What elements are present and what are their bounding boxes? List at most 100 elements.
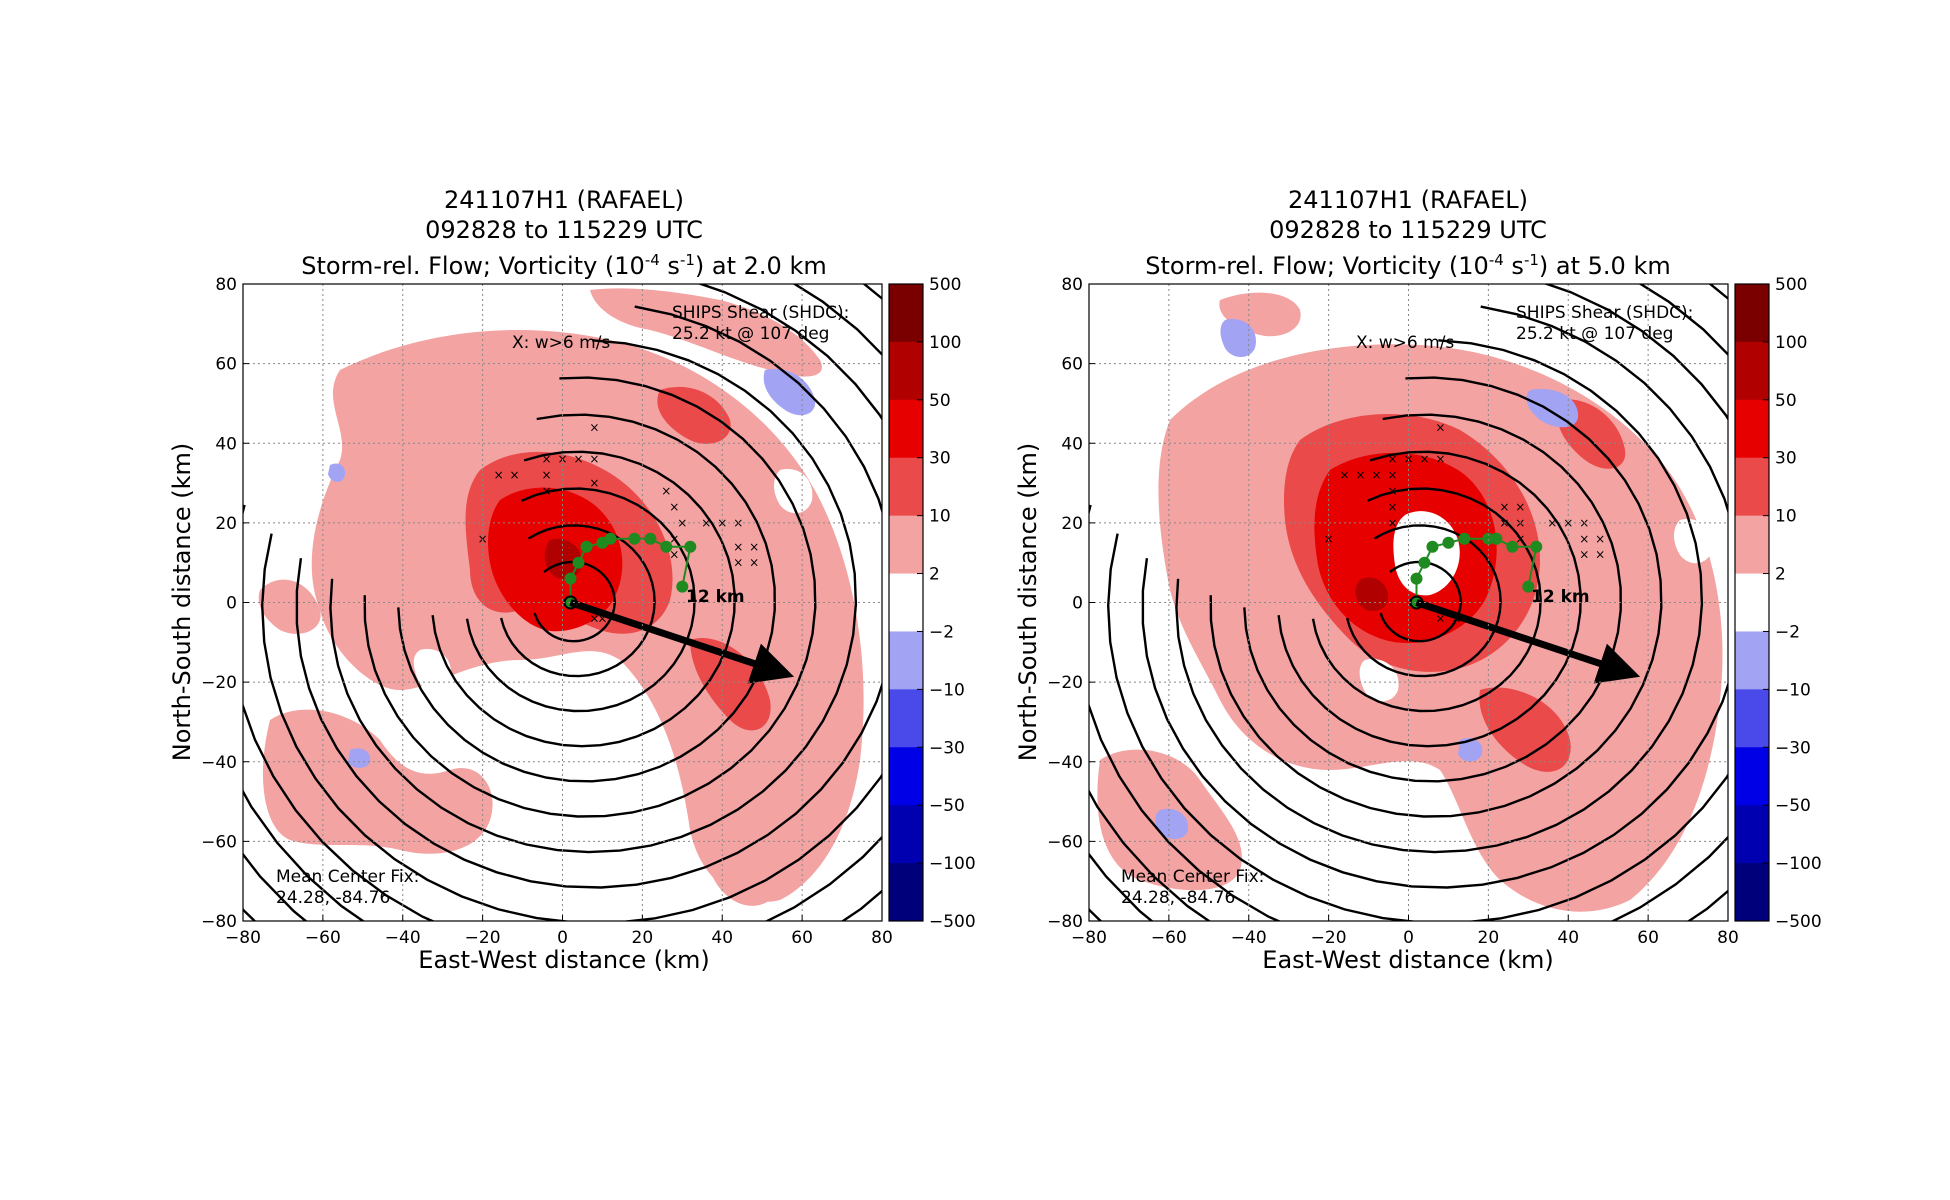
updraft-marker: × (1387, 452, 1397, 466)
track-point (628, 532, 641, 545)
track-point (1426, 540, 1439, 553)
colorbar-swatch (1735, 399, 1769, 459)
updraft-marker: × (1435, 611, 1445, 625)
streamline (329, 339, 858, 854)
track-point (1522, 580, 1535, 593)
colorbar-swatch (889, 863, 923, 922)
x-tick-label: 0 (557, 928, 568, 948)
x-axis-label-5km: East-West distance (km) (1262, 946, 1553, 974)
x-tick-label: 0 (1403, 928, 1414, 948)
updraft-marker: × (1515, 500, 1525, 514)
y-tick-label: 60 (215, 355, 237, 375)
updraft-marker: × (1372, 468, 1382, 482)
y-ticks-5km: −80 −60 −40 −20 0 20 40 60 80 (1047, 275, 1095, 932)
streamline (1175, 339, 1704, 854)
streamlines-5km (1089, 284, 1728, 921)
panel-title-time: 092828 to 115229 UTC (1269, 216, 1547, 244)
streamline (1089, 284, 1728, 921)
panel-title-field: Storm-rel. Flow; Vorticity (10-4 s-1) at… (1145, 251, 1670, 280)
updraft-marker: × (541, 452, 551, 466)
updraft-marker: × (494, 468, 504, 482)
track-point (1530, 540, 1543, 553)
colorbar-swatch (889, 689, 923, 748)
panel-2km: 241107H1 (RAFAEL) 092828 to 115229 UTC S… (168, 186, 976, 974)
km-label-5km: 12 km (1531, 587, 1590, 607)
x-tick-label: −80 (225, 928, 261, 948)
colorbar-swatch (1735, 284, 1769, 343)
y-tick-label: 40 (215, 434, 237, 454)
y-tick-label: 80 (1061, 275, 1083, 295)
x-ticks-5km: −80 −60 −40 −20 0 20 40 60 80 (1071, 915, 1739, 948)
y-tick-label: −20 (1047, 673, 1083, 693)
colorbar-swatch (889, 573, 923, 632)
colorbar-swatch (889, 805, 923, 864)
x-axis-label-2km: East-West distance (km) (418, 946, 709, 974)
y-tick-label: 40 (1061, 434, 1083, 454)
streamline (363, 376, 817, 818)
updraft-marker: × (677, 516, 687, 530)
colorbar-tick-label: −10 (929, 680, 965, 700)
updraft-marker: × (1340, 468, 1350, 482)
colorbar-tick-label: 2 (929, 565, 940, 585)
updraft-marker: × (1324, 532, 1334, 546)
updraft-note-5km: X: w>6 m/s (1356, 333, 1454, 353)
track-point (564, 572, 577, 585)
colorbar-swatch (1735, 631, 1769, 690)
colorbar-tick-label: −30 (929, 738, 965, 758)
updraft-marker: × (1579, 548, 1589, 562)
updraft-markers-2km: ××× × ×××××××××××× × ×× ×× ×××× (478, 420, 760, 625)
colorbar-swatch (1735, 457, 1769, 517)
colorbar-swatch (889, 747, 923, 806)
colorbar-tick-label: 500 (929, 275, 961, 295)
panel-title-time: 092828 to 115229 UTC (425, 216, 703, 244)
x-tick-label: −60 (1151, 928, 1187, 948)
colorbar-frame (1734, 283, 1770, 922)
colorbar-tick-label: 100 (1775, 333, 1807, 353)
updraft-marker: × (1435, 420, 1445, 434)
colorbar-tick-label: 30 (1775, 449, 1797, 469)
updraft-marker: × (669, 500, 679, 514)
y-tick-label: 60 (1061, 355, 1083, 375)
updraft-marker: × (510, 468, 520, 482)
updraft-marker: × (1499, 500, 1509, 514)
y-tick-label: 0 (1072, 594, 1083, 614)
updraft-marker: × (589, 420, 599, 434)
colorbar-swatch (1735, 341, 1769, 401)
panel-title-date: 241107H1 (RAFAEL) (444, 186, 684, 214)
center-note-5km-line1: Mean Center Fix: (1121, 867, 1264, 887)
colorbar-tick-label: −2 (1775, 622, 1800, 642)
center-note-5km-line2: 24.28, -84.76 (1121, 888, 1235, 908)
colorbar-tick-label: 50 (929, 391, 951, 411)
updraft-marker: × (701, 516, 711, 530)
y-tick-label: −60 (201, 832, 237, 852)
updraft-marker: × (1356, 468, 1366, 482)
shear-vector-5km (1415, 599, 1641, 684)
track-point (644, 532, 657, 545)
updraft-marker: × (669, 532, 679, 546)
updraft-marker: × (1547, 516, 1557, 530)
y-tick-label: 80 (215, 275, 237, 295)
colorbar-swatch (1735, 515, 1769, 575)
y-axis-label-5km: North-South distance (km) (1014, 443, 1042, 762)
updraft-marker: × (749, 556, 759, 570)
x-tick-label: 60 (791, 928, 813, 948)
colorbar-tick-label: −30 (1775, 738, 1811, 758)
y-tick-label: −40 (201, 753, 237, 773)
colorbar-swatch (889, 515, 923, 575)
streamline (1277, 450, 1582, 748)
colorbar-tick-label: −100 (929, 854, 976, 874)
center-track-2km (563, 532, 697, 610)
y-tick-label: −40 (1047, 753, 1083, 773)
colorbar-tick-label: −50 (929, 796, 965, 816)
colorbar-tick-label: −10 (1775, 680, 1811, 700)
center-track-5km (1409, 532, 1543, 610)
x-tick-label: 20 (632, 928, 654, 948)
panel-title-date: 241107H1 (RAFAEL) (1288, 186, 1528, 214)
colorbar-tick-label: 2 (1775, 565, 1786, 585)
y-tick-label: 20 (215, 514, 237, 534)
updraft-marker: × (717, 516, 727, 530)
colorbar-tick-label: 10 (1775, 507, 1797, 527)
colorbar-tick-label: −50 (1775, 796, 1811, 816)
x-ticks-2km: −80 −60 −40 −20 0 20 40 60 80 (225, 915, 893, 948)
